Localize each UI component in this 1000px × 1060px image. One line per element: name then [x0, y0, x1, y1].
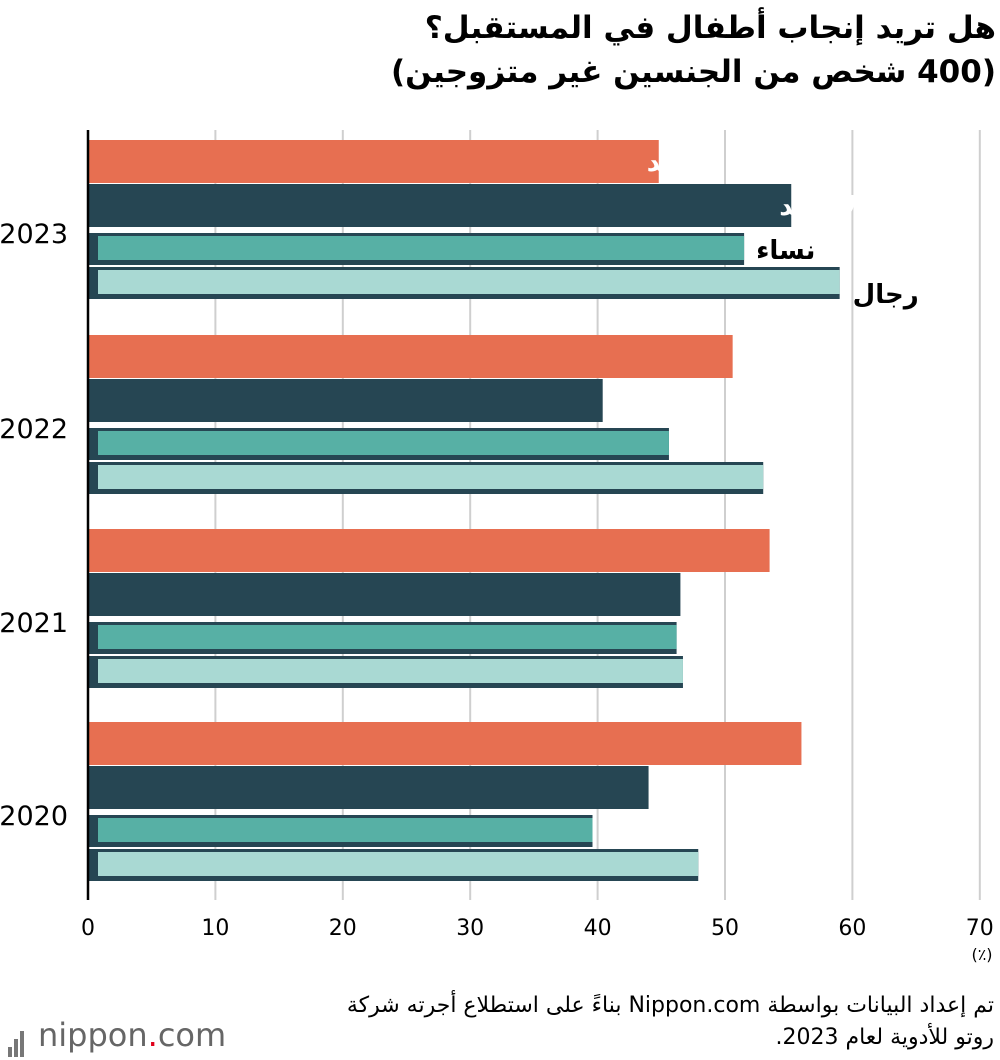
sub-bar-2021-1 — [98, 659, 683, 683]
bar-2020-1 — [88, 766, 649, 809]
logo-dot: . — [147, 1016, 158, 1054]
nippon-logo: nippon.com — [8, 1016, 227, 1057]
unit-label: (٪) — [971, 945, 992, 964]
title-line-1: هل تريد إنجاب أطفال في المستقبل؟ — [424, 10, 996, 46]
sub-series-label-1: رجال — [853, 280, 919, 310]
series-label-1: لا أريد — [779, 189, 856, 222]
sub-bar-2020-1 — [98, 852, 699, 876]
logo-suffix: com — [157, 1016, 227, 1054]
sub-bar-2021-0 — [98, 625, 677, 649]
bar-2020-0 — [88, 722, 802, 765]
chart-title: هل تريد إنجاب أطفال في المستقبل؟ (400 شخ… — [6, 6, 996, 94]
category-label-2020: 2020 — [0, 801, 68, 832]
sub-bar-2023-0 — [98, 236, 745, 260]
bar-2023-0 — [88, 140, 659, 183]
bar-2023-1 — [88, 184, 792, 227]
tick-label-50: 50 — [711, 916, 739, 941]
tick-label-70: 70 — [966, 916, 994, 941]
bar-2021-1 — [88, 573, 681, 616]
title-line-2: (400 شخص من الجنسين غير متزوجين) — [391, 54, 996, 90]
logo-bars-icon — [8, 1019, 34, 1057]
logo-name: nippon — [38, 1016, 148, 1054]
source-note-line-1: تم إعداد البيانات بواسطة Nippon.com بناء… — [346, 993, 994, 1018]
bar-2022-1 — [88, 379, 603, 422]
category-label-2022: 2022 — [0, 414, 68, 445]
tick-label-60: 60 — [838, 916, 866, 941]
tick-label-30: 30 — [456, 916, 484, 941]
sub-bar-2023-1 — [98, 270, 840, 294]
category-label-2023: 2023 — [0, 219, 68, 250]
source-note-line-2: روتو للأدوية لعام 2023. — [775, 1025, 994, 1050]
tick-label-20: 20 — [329, 916, 357, 941]
sub-bar-2020-0 — [98, 818, 593, 842]
category-label-2021: 2021 — [0, 608, 68, 639]
tick-label-40: 40 — [584, 916, 612, 941]
tick-label-10: 10 — [201, 916, 229, 941]
sub-bar-2022-1 — [98, 465, 764, 489]
bar-2021-0 — [88, 529, 770, 572]
sub-series-label-0: نساء — [756, 236, 815, 266]
source-note: تم إعداد البيانات بواسطة Nippon.com بناء… — [234, 990, 994, 1054]
bar-chart: أريد لا أريد نساء رجال 2023 2022 2021 2020 0 10 20… — [0, 130, 994, 964]
series-label-0: أريد — [647, 145, 696, 178]
sub-bar-2022-0 — [98, 431, 669, 455]
tick-label-0: 0 — [81, 916, 95, 941]
bar-2022-0 — [88, 335, 733, 378]
